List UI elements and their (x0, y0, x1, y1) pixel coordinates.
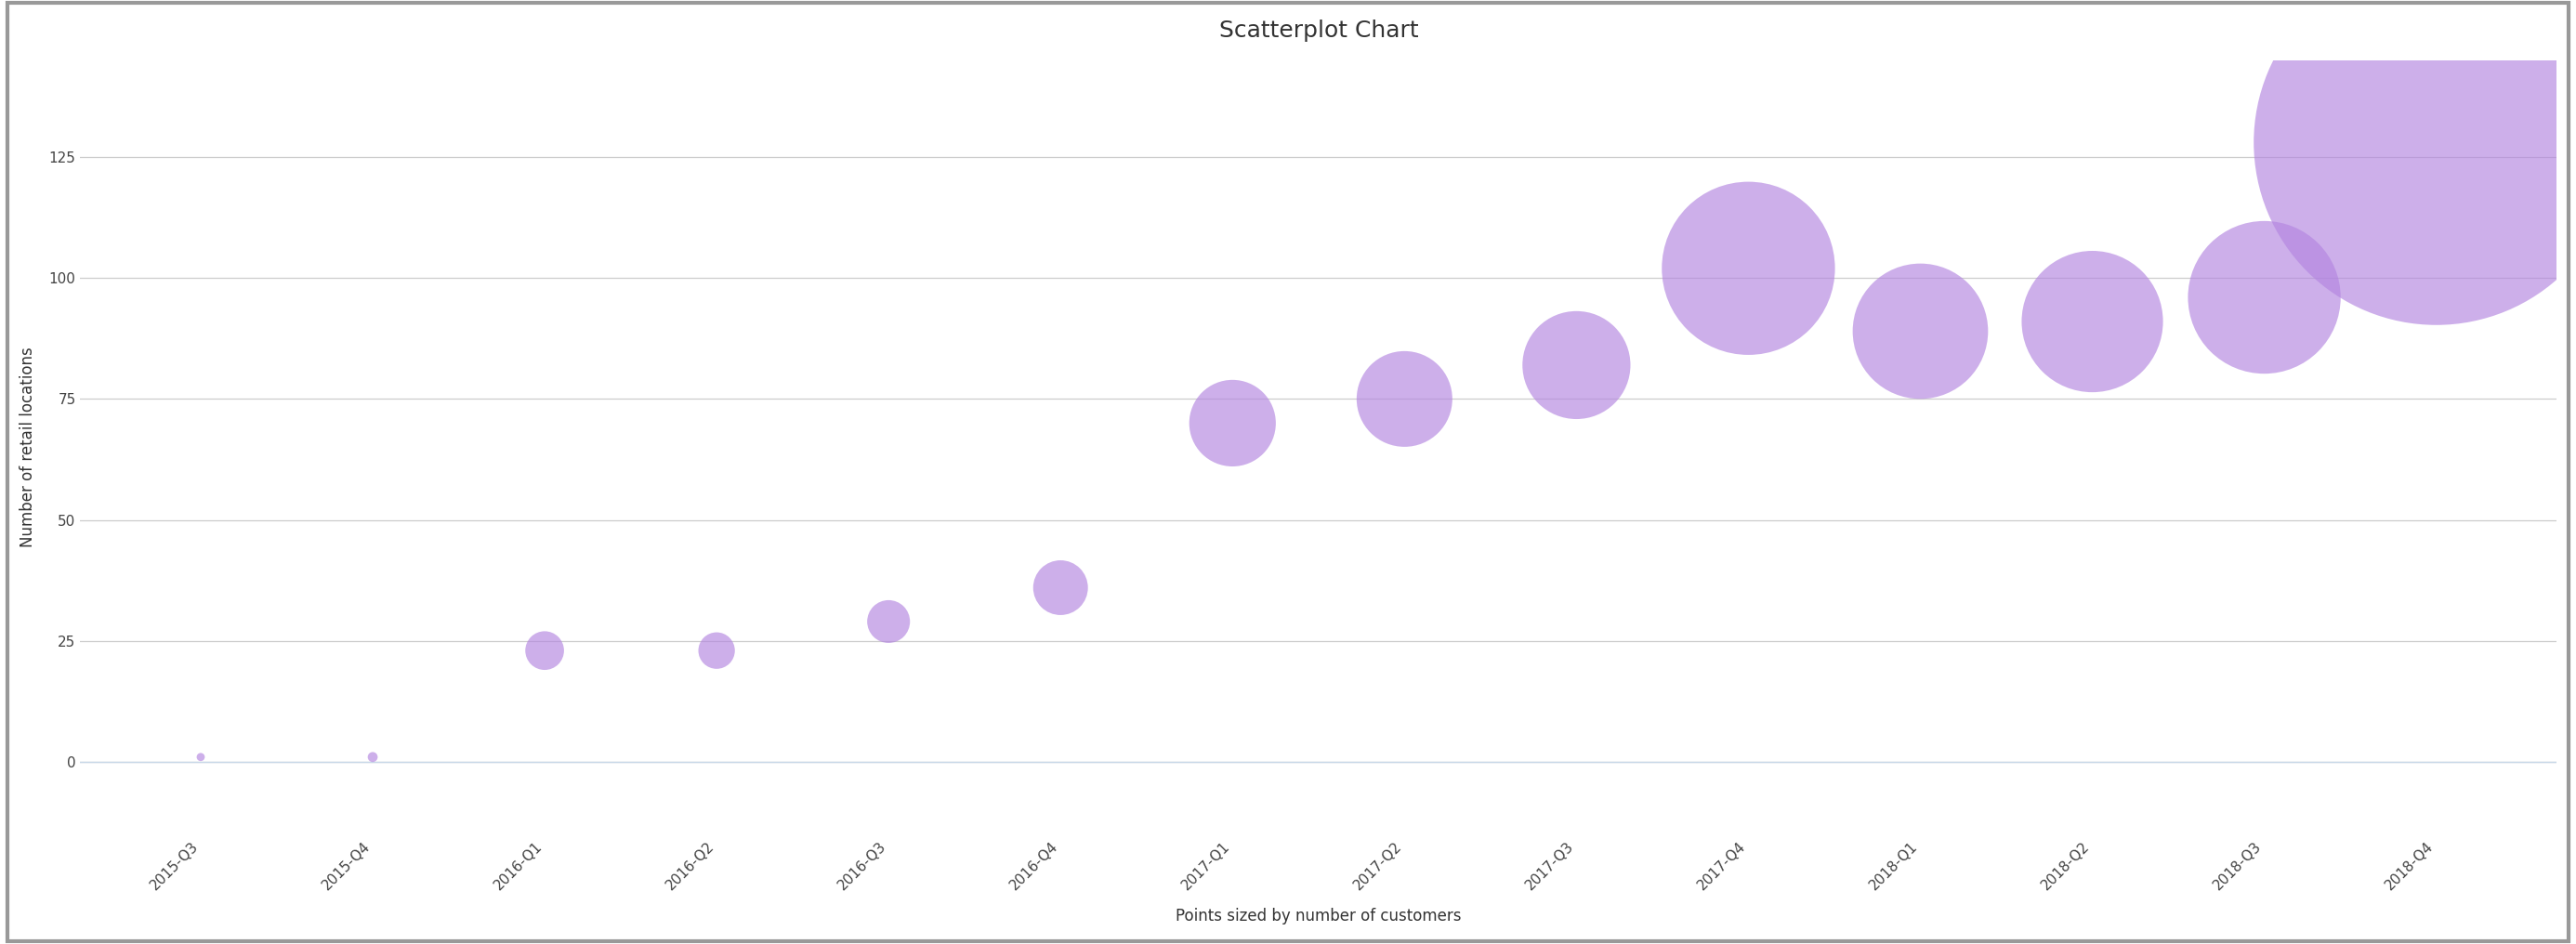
Y-axis label: Number of retail locations: Number of retail locations (21, 347, 36, 548)
Point (696, 643, 737, 658)
Point (1211, 415, 1252, 430)
Point (180, 750, 222, 765)
Point (523, 643, 564, 658)
Point (868, 614, 909, 629)
Point (1556, 358, 1597, 373)
Point (2244, 290, 2285, 305)
Point (1383, 392, 1425, 407)
Title: Scatterplot Chart: Scatterplot Chart (1218, 20, 1419, 42)
Point (2416, 135, 2458, 150)
Point (1041, 581, 1082, 596)
Point (1899, 324, 1940, 339)
X-axis label: Points sized by number of customers: Points sized by number of customers (1175, 908, 1461, 924)
Point (1728, 261, 1770, 276)
Point (353, 750, 394, 765)
Point (2071, 314, 2112, 329)
